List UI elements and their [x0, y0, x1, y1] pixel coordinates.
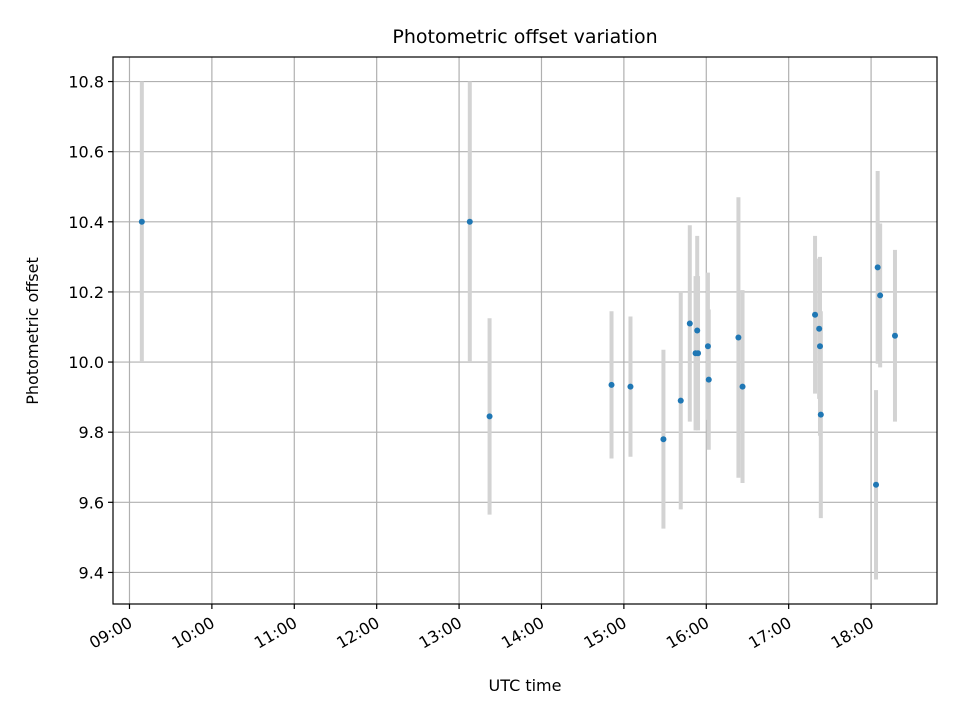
data-point [138, 218, 145, 225]
y-tick-label: 10.0 [68, 353, 104, 372]
data-point [705, 376, 712, 383]
y-tick-label: 10.4 [68, 213, 104, 232]
y-tick-label: 9.8 [79, 423, 104, 442]
y-axis-title: Photometric offset [23, 257, 42, 405]
grid [113, 57, 937, 604]
data-point [486, 413, 493, 420]
data-point [877, 292, 884, 299]
data-point [704, 343, 711, 350]
x-axis-title: UTC time [489, 676, 562, 695]
data-point [816, 325, 823, 332]
data-point [874, 264, 881, 271]
y-tick-label: 10.6 [68, 143, 104, 162]
data-point [891, 332, 898, 339]
data-point [695, 350, 702, 357]
data-point [627, 383, 634, 390]
y-tick-label: 10.8 [68, 73, 104, 92]
chart-title: Photometric offset variation [392, 26, 657, 48]
data-point [816, 343, 823, 350]
data-point [694, 327, 701, 334]
data-point [686, 320, 693, 327]
y-tick-label: 9.6 [79, 493, 104, 512]
data-point [812, 311, 819, 318]
data-point [873, 481, 880, 488]
y-tick-label: 9.4 [79, 563, 104, 582]
data-point [608, 381, 615, 388]
data-point [677, 397, 684, 404]
y-tick-label: 10.2 [68, 283, 104, 302]
data-points [138, 218, 898, 488]
plot-frame [112, 56, 938, 605]
data-point [739, 383, 746, 390]
data-point [817, 411, 824, 418]
data-point [660, 436, 667, 443]
data-point [466, 218, 473, 225]
data-point [735, 334, 742, 341]
